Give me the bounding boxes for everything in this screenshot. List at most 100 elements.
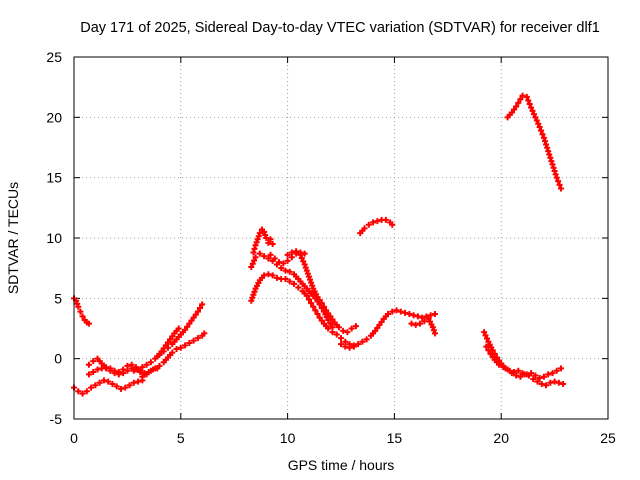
data-point	[374, 218, 381, 225]
data-point	[261, 272, 268, 279]
plot-frame	[73, 56, 609, 420]
data-point	[338, 335, 344, 342]
data-point	[261, 253, 268, 260]
data-point-interp	[551, 168, 558, 175]
data-point-interp	[485, 347, 492, 354]
data-point	[79, 390, 86, 397]
series-arc-15	[357, 216, 396, 237]
series-arc-6	[139, 330, 208, 380]
data-point	[504, 366, 511, 373]
data-point	[288, 249, 295, 256]
data-point	[85, 320, 92, 327]
data-point	[152, 365, 159, 372]
data-point	[282, 267, 289, 274]
data-point	[303, 292, 310, 299]
data-point	[143, 371, 150, 378]
data-point	[382, 216, 389, 223]
y-axis-label: SDTVAR / TECUs	[5, 182, 21, 294]
data-point-interp	[548, 158, 555, 165]
data-point	[530, 376, 537, 383]
data-point	[519, 92, 526, 99]
data-point	[551, 378, 558, 385]
data-point-interp	[526, 101, 533, 108]
data-point	[419, 314, 426, 321]
data-point	[267, 251, 274, 258]
data-point	[397, 308, 404, 315]
data-point	[517, 96, 524, 103]
data-point	[545, 371, 552, 378]
data-point-interp	[307, 276, 314, 283]
data-point	[412, 321, 419, 328]
data-point-interp	[483, 335, 490, 342]
data-point	[297, 249, 304, 256]
data-point	[126, 382, 133, 389]
data-point	[521, 371, 528, 378]
data-point	[280, 260, 287, 267]
data-point	[278, 265, 285, 272]
data-point-interp	[374, 324, 381, 331]
data-point	[429, 324, 436, 331]
data-point	[549, 370, 556, 377]
data-point	[117, 385, 124, 392]
data-point	[545, 148, 552, 155]
series-arc-7	[154, 325, 182, 360]
series-arc-17	[483, 343, 567, 389]
data-point	[340, 327, 347, 334]
data-point-interp	[430, 327, 437, 334]
data-point	[250, 249, 257, 256]
data-point	[194, 308, 201, 315]
y-tick-label: 15	[46, 170, 62, 186]
data-point	[201, 330, 208, 337]
data-point	[370, 219, 377, 226]
data-point	[534, 378, 541, 385]
data-point	[342, 343, 349, 350]
data-point-interp	[515, 99, 522, 106]
data-point-interp	[188, 317, 195, 324]
data-point	[553, 367, 560, 374]
data-point-interp	[262, 231, 269, 238]
data-point	[417, 320, 424, 327]
data-point	[273, 274, 280, 281]
data-point	[96, 379, 103, 386]
data-point	[265, 271, 272, 278]
data-point	[111, 367, 118, 374]
data-point	[254, 236, 261, 243]
data-point	[85, 361, 92, 368]
data-point-interp	[184, 323, 191, 330]
data-point	[500, 364, 507, 371]
data-point-interp	[525, 97, 532, 104]
data-point-interp	[74, 300, 81, 307]
data-point	[538, 381, 545, 388]
data-point	[352, 323, 359, 330]
data-point	[316, 314, 323, 321]
data-point	[186, 320, 193, 327]
data-point-interp	[378, 318, 385, 325]
data-point-interp	[197, 304, 204, 311]
data-point	[169, 349, 176, 356]
data-point	[361, 225, 368, 232]
data-point	[135, 378, 142, 385]
data-point	[90, 358, 97, 365]
data-point-interp	[535, 120, 542, 127]
data-point	[194, 335, 201, 342]
series-arc-18	[504, 92, 565, 192]
data-point	[431, 330, 438, 337]
data-point	[515, 367, 522, 374]
data-point	[553, 174, 560, 181]
data-point	[75, 388, 82, 395]
data-point	[325, 325, 332, 332]
x-tick-label: 10	[280, 430, 296, 446]
series-arc-14	[408, 315, 438, 337]
data-point-interp	[304, 270, 311, 277]
data-point	[120, 370, 127, 377]
data-point	[115, 371, 122, 378]
data-point	[543, 382, 550, 389]
data-point-interp	[169, 333, 176, 340]
data-point	[560, 381, 567, 388]
data-point	[308, 300, 315, 307]
data-point	[431, 311, 438, 318]
data-point	[427, 312, 434, 319]
data-point-interp	[539, 131, 546, 138]
data-point	[276, 259, 283, 266]
data-point	[109, 381, 116, 388]
